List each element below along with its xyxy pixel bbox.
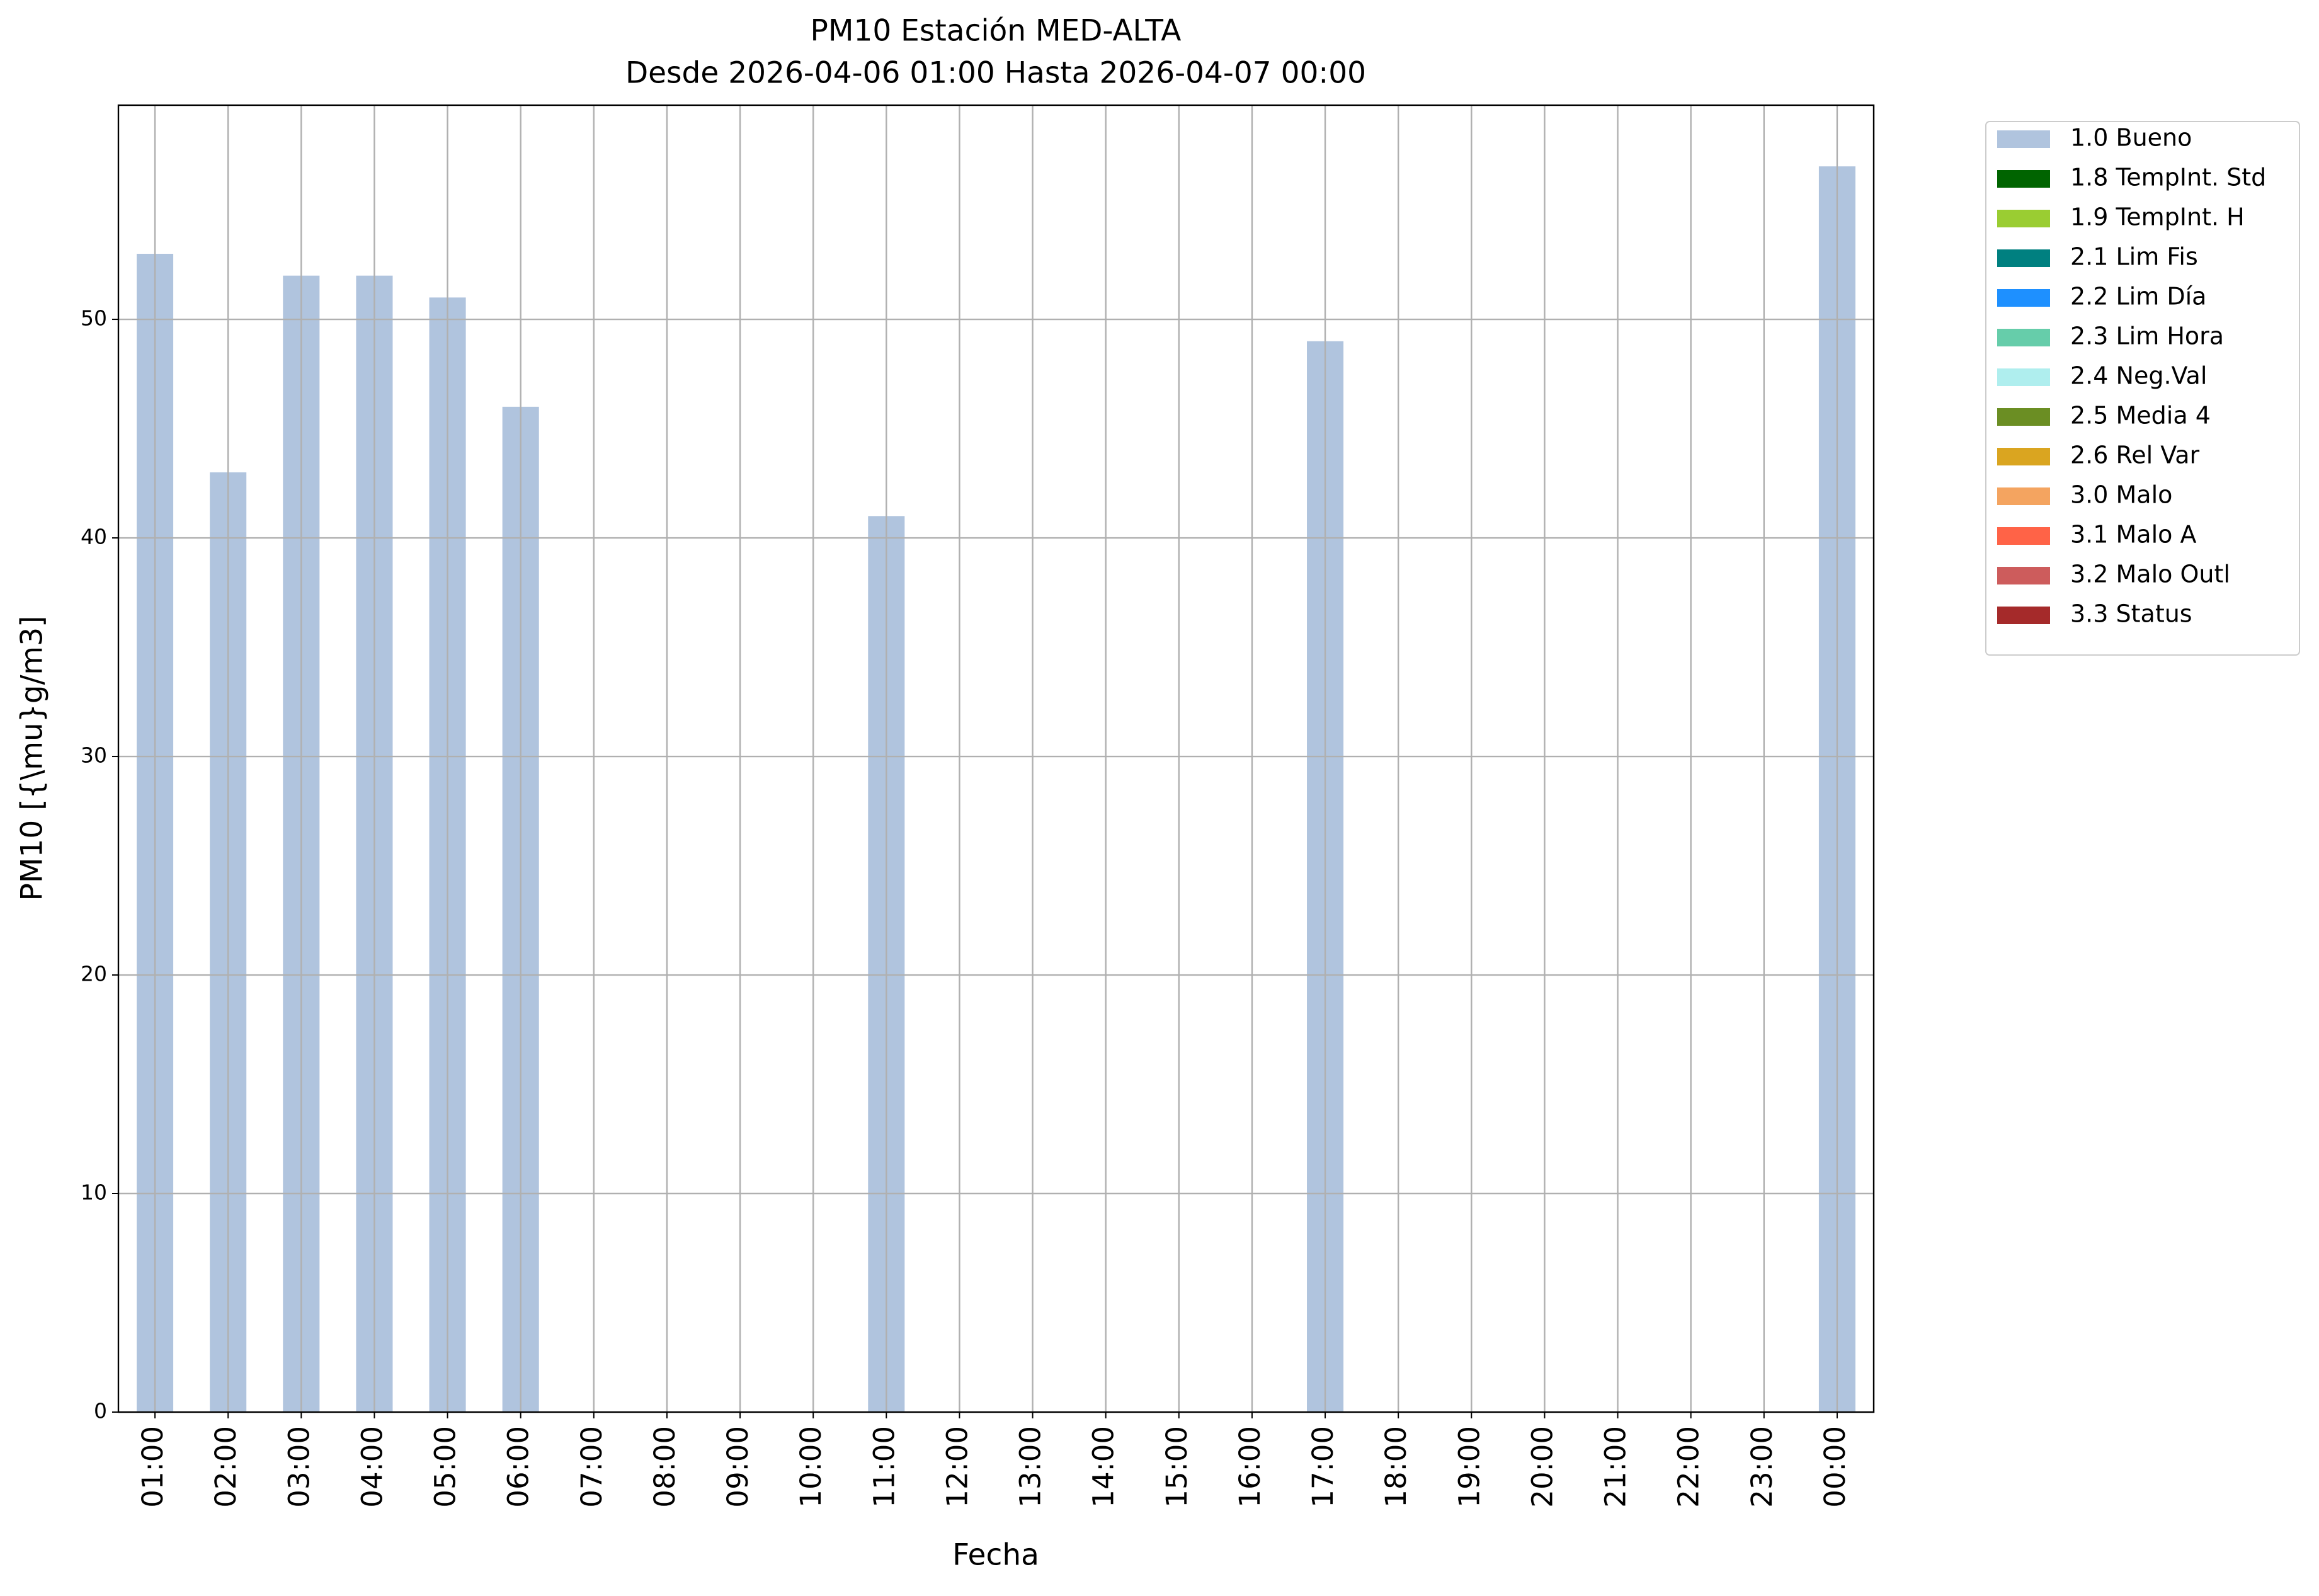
legend-label: 3.2 Malo Outl <box>2070 561 2230 588</box>
legend-label: 3.0 Malo <box>2070 481 2172 509</box>
x-tick-label: 15:00 <box>1160 1426 1194 1508</box>
x-tick-label: 18:00 <box>1379 1426 1413 1508</box>
legend-swatch <box>1997 289 2050 307</box>
x-tick-label: 04:00 <box>355 1426 389 1508</box>
y-tick-label: 40 <box>81 525 107 549</box>
legend-swatch <box>1997 527 2050 545</box>
legend-swatch <box>1997 210 2050 227</box>
x-tick-label: 09:00 <box>721 1426 755 1508</box>
legend-label: 1.0 Bueno <box>2070 124 2192 152</box>
x-tick-label: 08:00 <box>648 1426 681 1508</box>
legend-box <box>1985 121 2300 656</box>
y-axis-label: PM10 [{\mu}g/m3] <box>15 616 50 901</box>
x-tick-label: 07:00 <box>575 1426 608 1508</box>
x-tick-label: 03:00 <box>282 1426 316 1508</box>
legend-label: 1.9 TempInt. H <box>2070 203 2245 231</box>
x-tick-label: 13:00 <box>1014 1426 1047 1508</box>
legend-swatch <box>1997 329 2050 346</box>
x-tick-label: 23:00 <box>1745 1426 1779 1508</box>
legend-swatch <box>1997 368 2050 386</box>
y-tick-label: 30 <box>81 743 107 768</box>
plot-frame <box>117 104 1875 1413</box>
legend-label: 2.4 Neg.Val <box>2070 362 2207 390</box>
x-tick-label: 01:00 <box>136 1426 169 1508</box>
x-tick-label: 16:00 <box>1233 1426 1267 1508</box>
chart-title: PM10 Estación MED-ALTA <box>811 14 1182 48</box>
legend-label: 2.2 Lim Día <box>2070 283 2206 311</box>
x-tick-label: 12:00 <box>940 1426 974 1508</box>
legend-swatch <box>1997 408 2050 426</box>
y-tick-label: 10 <box>81 1180 107 1205</box>
x-tick-label: 00:00 <box>1818 1426 1852 1508</box>
x-tick-label: 02:00 <box>209 1426 242 1508</box>
y-tick-label: 20 <box>81 962 107 986</box>
legend-label: 3.1 Malo A <box>2070 521 2196 549</box>
legend-label: 2.5 Media 4 <box>2070 402 2211 430</box>
legend-swatch <box>1997 567 2050 584</box>
y-tick-label: 0 <box>94 1399 107 1423</box>
legend-swatch <box>1997 130 2050 148</box>
x-tick-label: 05:00 <box>429 1426 462 1508</box>
x-tick-label: 20:00 <box>1525 1426 1559 1508</box>
y-tick-label: 50 <box>81 306 107 331</box>
legend-swatch <box>1997 249 2050 267</box>
chart-subtitle: Desde 2026-04-06 01:00 Hasta 2026-04-07 … <box>625 56 1366 91</box>
x-tick-label: 22:00 <box>1672 1426 1706 1508</box>
legend-swatch <box>1997 448 2050 465</box>
x-axis-label: Fecha <box>952 1538 1039 1573</box>
x-tick-label: 21:00 <box>1599 1426 1632 1508</box>
legend-label: 3.3 Status <box>2070 600 2192 628</box>
legend-swatch <box>1997 170 2050 188</box>
legend-swatch <box>1997 607 2050 624</box>
x-tick-label: 19:00 <box>1452 1426 1486 1508</box>
x-tick-label: 14:00 <box>1087 1426 1120 1508</box>
legend-label: 1.8 TempInt. Std <box>2070 164 2266 191</box>
x-tick-label: 10:00 <box>794 1426 828 1508</box>
legend-label: 2.1 Lim Fis <box>2070 243 2198 271</box>
legend-label: 2.6 Rel Var <box>2070 442 2200 469</box>
legend-swatch <box>1997 487 2050 505</box>
legend-label: 2.3 Lim Hora <box>2070 322 2224 350</box>
x-tick-label: 11:00 <box>867 1426 901 1508</box>
x-tick-label: 17:00 <box>1306 1426 1340 1508</box>
x-tick-label: 06:00 <box>502 1426 535 1508</box>
